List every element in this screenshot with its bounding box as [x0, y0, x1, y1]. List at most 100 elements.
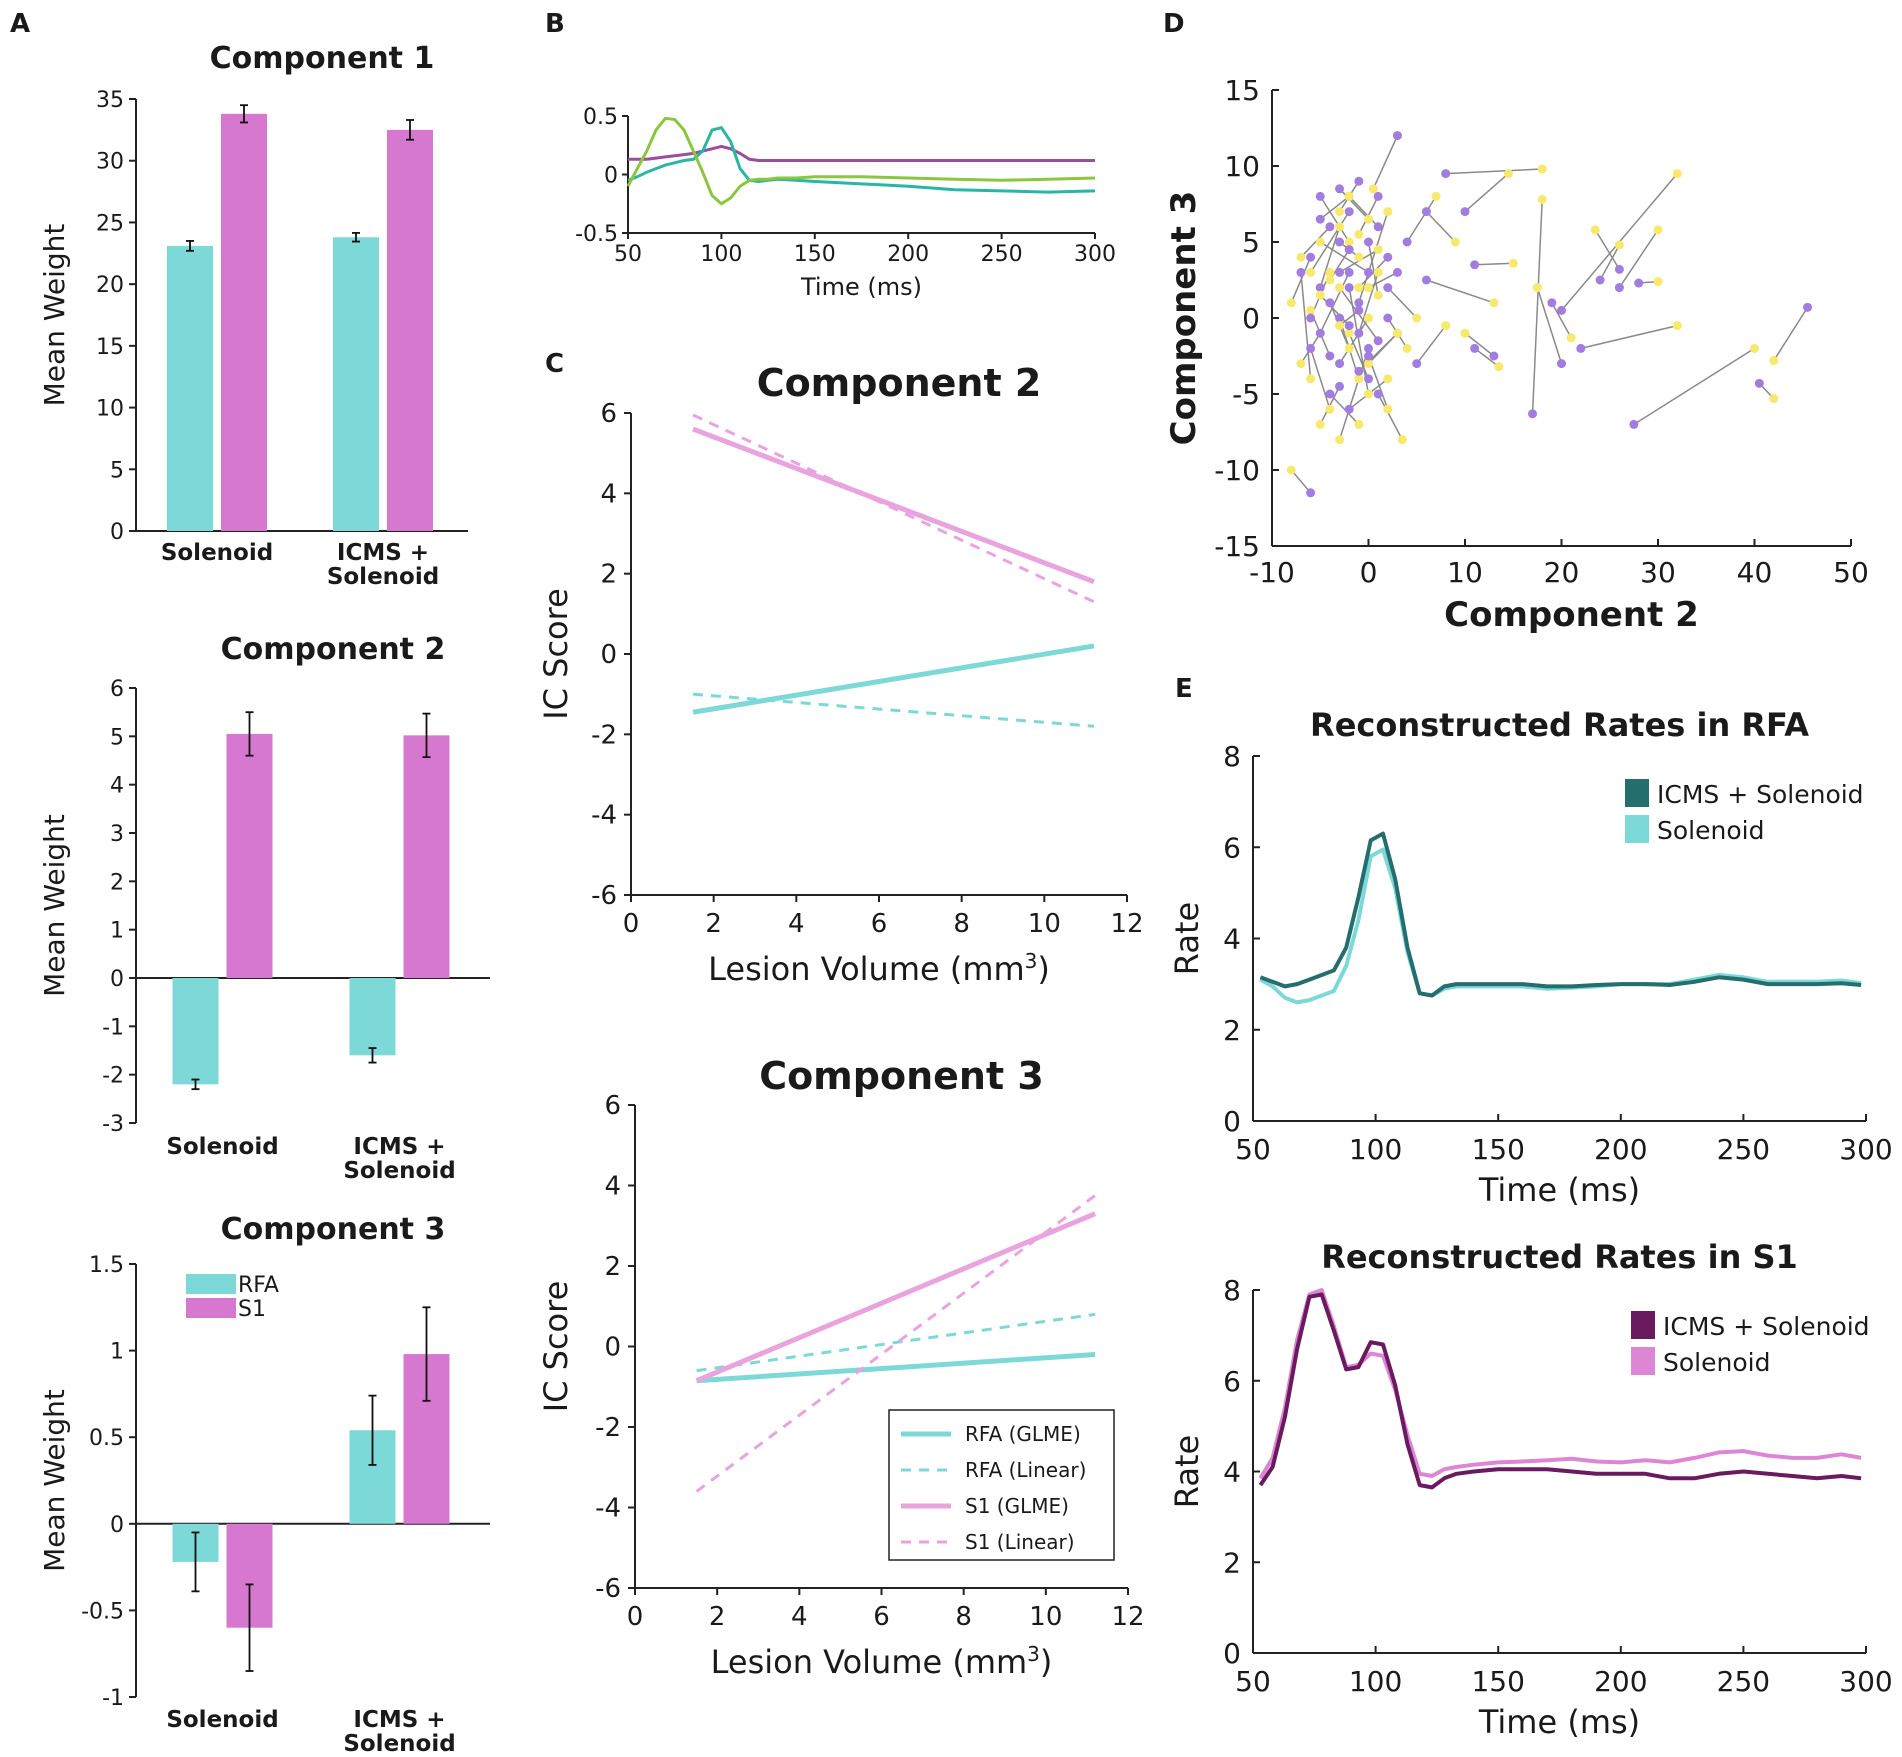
y-tick-label: 35 [96, 88, 124, 113]
point-purple [1470, 260, 1480, 270]
x-tick-label: 4 [791, 1602, 808, 1632]
point-yellow [1503, 169, 1513, 179]
pair-line [1387, 287, 1418, 319]
point-yellow [1335, 222, 1345, 232]
x-tick-label: 0 [623, 909, 640, 939]
series-line [627, 125, 1096, 194]
pair-line [1319, 195, 1350, 243]
y-tick-label: -0.5 [81, 1599, 124, 1624]
y-tick-label: 4 [1223, 1456, 1241, 1489]
point-purple [1557, 305, 1566, 315]
legend-swatch [1631, 1311, 1655, 1339]
point-purple [1528, 409, 1538, 419]
y-tick-label: 8 [1223, 740, 1241, 773]
x-tick-label: 50 [614, 242, 642, 267]
point-purple [1547, 298, 1557, 308]
y-tick-label: -6 [591, 881, 617, 911]
bar-s1 [221, 113, 267, 531]
y-tick-label: 2 [604, 1252, 621, 1282]
y-tick-label: -3 [102, 1112, 124, 1137]
point-yellow [1306, 305, 1316, 315]
point-yellow [1460, 328, 1470, 338]
x-axis-label: Time (ms) [800, 273, 922, 301]
point-yellow [1769, 356, 1779, 366]
point-purple [1402, 237, 1412, 247]
legend-label: RFA [238, 1273, 279, 1298]
x-tick-label: 150 [794, 242, 836, 267]
point-yellow [1344, 237, 1354, 247]
x-tick-label: 0 [1360, 556, 1378, 589]
pair-line [1580, 324, 1678, 350]
x-tick-label: 10 [1447, 556, 1483, 589]
y-tick-label: -4 [591, 801, 617, 831]
x-tick-label: 20 [1544, 556, 1580, 589]
pair-line [1445, 168, 1543, 175]
y-tick-label: 0.5 [583, 105, 618, 130]
x-tick-label: 200 [1594, 1133, 1647, 1166]
bar-s1 [403, 735, 450, 978]
y-tick-label: -15 [1214, 530, 1260, 563]
x-tick-label: 50 [1235, 1665, 1271, 1698]
y-tick-label: 0 [600, 640, 617, 670]
x-tick-label: 12 [1111, 1602, 1144, 1632]
bar-rfa [333, 237, 379, 532]
bar-s1 [226, 733, 273, 978]
point-yellow [1373, 290, 1383, 300]
x-tick-label: 200 [887, 242, 929, 267]
pair-line [1406, 195, 1437, 243]
y-tick-label: 6 [604, 1091, 621, 1121]
pair-line [1329, 393, 1360, 425]
point-yellow [1450, 237, 1460, 247]
point-yellow [1306, 267, 1316, 277]
x-tick-label: 250 [981, 242, 1023, 267]
pair-line [1594, 229, 1621, 270]
x-tick-label: 10 [1029, 1602, 1062, 1632]
y-tick-label: -10 [1214, 454, 1260, 487]
point-yellow [1364, 214, 1373, 224]
point-yellow [1412, 313, 1422, 323]
pair-line [1551, 302, 1572, 339]
fit-line-3 [692, 413, 1095, 604]
y-tick-label: 8 [1223, 1274, 1241, 1307]
y-tick-label: 2 [600, 560, 617, 590]
point-purple [1364, 237, 1373, 247]
legend-label: ICMS + Solenoid [1657, 780, 1864, 809]
bar-rfa [349, 978, 396, 1056]
point-yellow [1590, 225, 1600, 235]
y-tick-label: 0.5 [89, 1426, 124, 1451]
chart-title: Reconstructed Rates in RFA [1310, 706, 1809, 744]
chart-title: Component 1 [210, 41, 435, 76]
point-yellow [1325, 267, 1335, 277]
legend-swatch [1625, 815, 1649, 843]
point-yellow [1325, 404, 1335, 414]
point-yellow [1335, 283, 1345, 293]
series-line [1259, 847, 1862, 1005]
pair-line [1464, 332, 1495, 357]
point-yellow [1306, 374, 1316, 384]
x-tick-label: 4 [788, 909, 805, 939]
pair-line [1372, 135, 1399, 190]
x-tick-label: 300 [1839, 1665, 1892, 1698]
point-yellow [1354, 419, 1364, 429]
point-yellow [1364, 283, 1373, 293]
pair-line [1474, 347, 1500, 368]
x-tick-label: 10 [1028, 909, 1061, 939]
pair-line [1319, 226, 1341, 288]
x-tick-label: 40 [1737, 556, 1773, 589]
point-purple [1344, 283, 1354, 293]
y-tick-label: -1 [102, 1686, 124, 1711]
legend-label: RFA (GLME) [965, 1422, 1081, 1446]
pair-line [1618, 229, 1659, 289]
point-purple [1392, 267, 1402, 277]
panel-letter-e: E [1175, 674, 1193, 704]
point-purple [1315, 283, 1325, 293]
x-axis-label: Time (ms) [1478, 1171, 1640, 1209]
y-axis-label: Rate [1168, 902, 1206, 975]
y-tick-label: 15 [96, 335, 124, 360]
point-yellow [1532, 283, 1542, 293]
y-tick-label: 5 [110, 725, 124, 750]
bar-s1 [387, 129, 433, 531]
x-tick-label: 100 [1349, 1665, 1402, 1698]
point-purple [1354, 298, 1364, 308]
point-yellow [1383, 374, 1393, 384]
